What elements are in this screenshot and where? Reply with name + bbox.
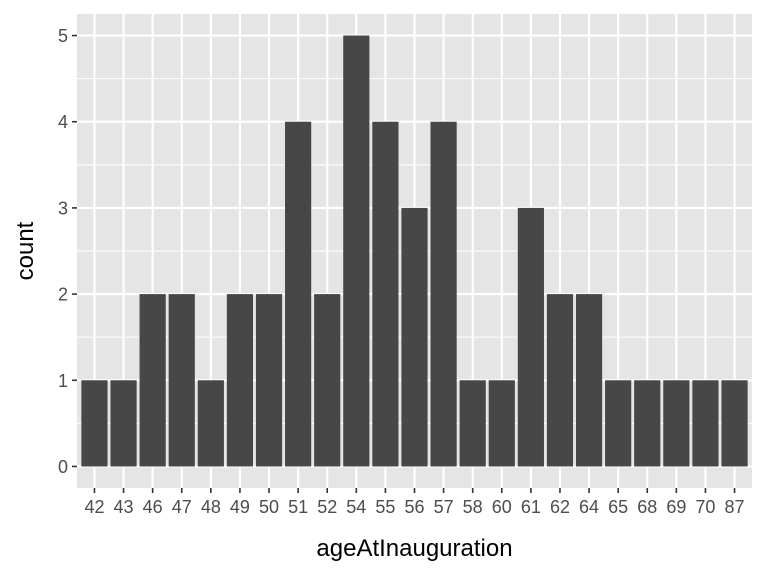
bar-46 [139, 294, 166, 467]
y-axis-title: count [12, 221, 39, 280]
x-tick-label: 57 [434, 497, 454, 517]
y-tick-label: 3 [58, 198, 68, 218]
x-axis: 42 43 46 47 48 49 50 51 52 54 55 56 57 58 60 61 62 64 65 68… [84, 488, 745, 517]
x-tick-label: 68 [637, 497, 657, 517]
bar-64 [575, 294, 603, 467]
bar-52 [314, 294, 341, 467]
x-tick-label: 51 [288, 497, 308, 517]
bar-42 [81, 380, 108, 467]
bar-69 [663, 380, 690, 467]
bar-65 [605, 380, 632, 467]
x-tick-label: 52 [317, 497, 337, 517]
x-tick-label: 48 [201, 497, 221, 517]
x-tick-label: 47 [172, 497, 192, 517]
y-tick-label: 2 [58, 285, 68, 305]
x-tick-label: 56 [404, 497, 424, 517]
bar-87 [721, 380, 748, 467]
bar-56 [401, 207, 428, 467]
bar-57 [430, 121, 457, 467]
x-tick-label: 54 [346, 497, 366, 517]
x-tick-label: 61 [521, 497, 541, 517]
x-tick-label: 46 [143, 497, 163, 517]
y-tick-label: 1 [58, 371, 68, 391]
x-tick-label: 49 [230, 497, 250, 517]
x-tick-label: 87 [725, 497, 745, 517]
x-axis-title: ageAtInauguration [316, 535, 512, 562]
y-tick-label: 5 [58, 26, 68, 46]
x-tick-label: 55 [375, 497, 395, 517]
bar-62 [546, 294, 574, 467]
bar-51 [285, 121, 312, 467]
bar-55 [372, 121, 399, 467]
x-tick-label: 58 [463, 497, 483, 517]
bar-60 [488, 380, 515, 467]
x-tick-label: 69 [666, 497, 686, 517]
y-tick-label: 4 [58, 112, 68, 132]
bar-48 [197, 380, 224, 467]
x-tick-label: 50 [259, 497, 279, 517]
bar-50 [255, 294, 283, 467]
x-tick-label: 60 [492, 497, 512, 517]
y-axis: 0 1 2 3 4 5 [58, 26, 77, 477]
x-tick-label: 64 [579, 497, 599, 517]
x-tick-label: 65 [608, 497, 628, 517]
bar-68 [634, 380, 661, 467]
bar-61 [517, 207, 544, 467]
bar-43 [110, 380, 137, 467]
y-tick-label: 0 [58, 457, 68, 477]
bar-49 [226, 294, 254, 467]
bar-58 [459, 380, 486, 467]
x-tick-label: 70 [695, 497, 715, 517]
x-tick-label: 43 [114, 497, 134, 517]
bars [81, 35, 748, 467]
x-tick-label: 42 [84, 497, 104, 517]
bar-47 [168, 294, 195, 467]
bar-70 [692, 380, 719, 467]
bar-54 [343, 35, 370, 467]
x-tick-label: 62 [550, 497, 570, 517]
